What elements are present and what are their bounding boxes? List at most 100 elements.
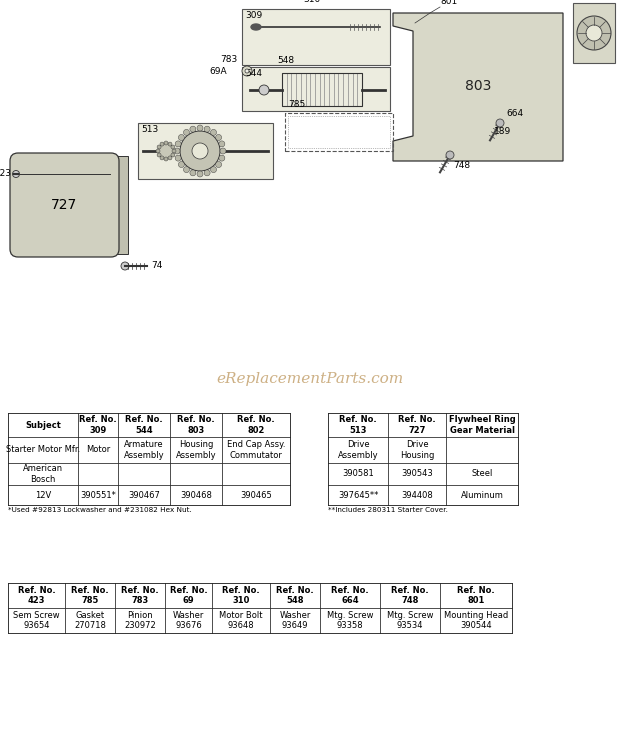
Text: Pinion
230972: Pinion 230972 [124,611,156,630]
Text: Ref. No.
802: Ref. No. 802 [237,415,275,435]
Bar [138,123,273,179]
Circle shape [259,85,269,95]
Bar [380,583,440,608]
Bar [106,156,128,254]
Bar [270,583,320,608]
Text: 309: 309 [245,11,262,20]
Text: Ref. No.
748: Ref. No. 748 [391,586,429,605]
Text: 423: 423 [0,168,12,178]
Bar [170,463,222,485]
Bar [388,413,446,437]
Bar [440,583,512,608]
Text: 727: 727 [51,198,77,212]
Text: Ref. No.
548: Ref. No. 548 [276,586,314,605]
Text: Starter Motor Mfr.: Starter Motor Mfr. [6,445,80,454]
Text: Ref. No.
423: Ref. No. 423 [18,586,55,605]
Text: 390468: 390468 [180,491,212,499]
Circle shape [175,141,181,147]
Circle shape [242,66,252,76]
Text: 544: 544 [245,69,262,78]
Text: 69A: 69A [210,67,227,76]
Bar [288,116,390,148]
Text: Mounting Head
390544: Mounting Head 390544 [444,611,508,630]
Bar [446,413,518,437]
Bar [282,73,362,106]
Circle shape [204,126,210,132]
Bar [165,583,212,608]
Text: Ref. No.
783: Ref. No. 783 [121,586,159,605]
Circle shape [577,16,611,50]
Text: Drive
Housing: Drive Housing [400,440,434,459]
Text: Ref. No.
309: Ref. No. 309 [79,415,117,435]
Circle shape [179,162,184,167]
Bar [573,3,615,63]
Bar [328,437,388,463]
Circle shape [12,170,19,178]
Circle shape [156,149,160,153]
Bar [388,437,446,463]
Text: End Cap Assy.
Commutator: End Cap Assy. Commutator [227,440,285,459]
Circle shape [164,157,168,161]
Circle shape [190,170,196,176]
Circle shape [184,167,190,173]
Text: *Used #92813 Lockwasher and #231082 Hex Nut.: *Used #92813 Lockwasher and #231082 Hex … [8,507,192,513]
Circle shape [160,156,164,160]
Bar [115,583,165,608]
Circle shape [121,262,129,270]
Bar [328,413,518,505]
Bar [170,485,222,505]
Bar [78,485,118,505]
Text: Ref. No.
727: Ref. No. 727 [398,415,436,435]
Text: Gasket
270718: Gasket 270718 [74,611,106,630]
FancyBboxPatch shape [10,153,119,257]
Text: Sem Screw
93654: Sem Screw 93654 [13,611,60,630]
Text: 802: 802 [575,0,592,1]
Text: Ref. No.
69: Ref. No. 69 [170,586,207,605]
Polygon shape [393,13,563,161]
Bar [328,413,388,437]
Text: Motor Bolt
93648: Motor Bolt 93648 [219,611,263,630]
Text: 390467: 390467 [128,491,160,499]
Bar [222,463,290,485]
Bar [446,485,518,505]
Text: American
Bosch: American Bosch [23,465,63,484]
Circle shape [180,131,220,171]
Circle shape [496,119,504,127]
Text: Washer
93649: Washer 93649 [280,611,311,630]
Text: Ref. No.
310: Ref. No. 310 [222,586,260,605]
Circle shape [211,167,216,173]
Bar [242,67,390,111]
Text: 74: 74 [151,262,162,270]
Bar [222,437,290,463]
Bar [78,463,118,485]
Text: Motor: Motor [86,445,110,454]
Bar [118,413,170,437]
Circle shape [219,155,225,161]
Text: Steel: Steel [471,470,493,479]
Circle shape [216,162,221,167]
Circle shape [192,143,208,159]
Bar [222,413,290,437]
Text: Drive
Assembly: Drive Assembly [338,440,378,459]
Text: Armature
Assembly: Armature Assembly [123,440,164,459]
Bar [320,608,380,633]
Circle shape [171,145,175,149]
Bar [212,583,270,608]
Text: Ref. No.
544: Ref. No. 544 [125,415,163,435]
Text: Mtg. Screw
93534: Mtg. Screw 93534 [387,611,433,630]
Bar [242,9,390,65]
Circle shape [157,153,161,157]
Text: eReplacementParts.com: eReplacementParts.com [216,372,404,386]
Bar [78,437,118,463]
Bar [170,437,222,463]
Bar [118,463,170,485]
Text: 801: 801 [440,0,458,6]
Ellipse shape [251,24,261,30]
Bar [78,413,118,437]
Text: 189: 189 [494,127,512,136]
Circle shape [160,142,164,146]
Text: Subject: Subject [25,420,61,430]
Bar [8,583,512,633]
Circle shape [197,171,203,177]
Text: 513: 513 [141,125,158,134]
